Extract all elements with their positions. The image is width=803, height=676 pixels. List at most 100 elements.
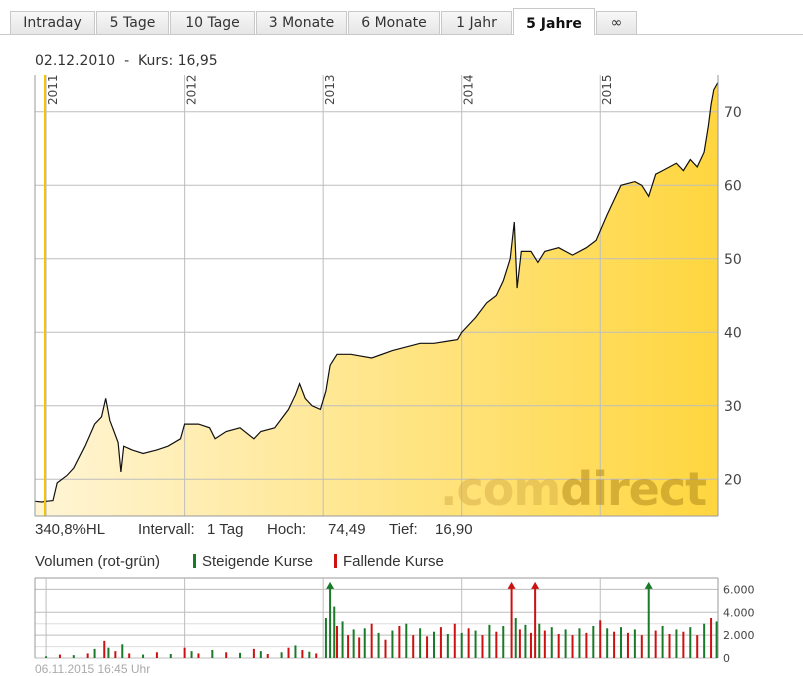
volume-bar (550, 627, 553, 658)
volume-bar (155, 652, 158, 658)
stat-low-label: Tief: (389, 521, 418, 538)
x-tick-label: 2012 (185, 74, 199, 105)
x-tick-label: 2014 (462, 74, 476, 105)
price-line (34, 82, 719, 503)
price-caption: 02.12.2010 - Kurs: 16,95 (35, 53, 218, 69)
x-tick-label: 2015 (600, 74, 614, 105)
volume-bar (715, 621, 718, 658)
volume-bar (377, 632, 380, 658)
volume-bar (453, 623, 456, 658)
volume-tick-label: 6.000 (723, 583, 755, 596)
volume-bar (358, 637, 361, 658)
price-area (35, 82, 718, 517)
volume-bar (446, 634, 449, 658)
range-tabs: Intraday 5 Tage 10 Tage 3 Monate 6 Monat… (0, 0, 803, 35)
volume-bar (93, 648, 96, 658)
volume-bar (510, 584, 513, 658)
caption-kurs-value: 16,95 (177, 53, 218, 69)
volume-bar (426, 636, 429, 658)
volume-bar (488, 624, 491, 658)
volume-bar (682, 631, 685, 658)
volume-overflow-marker (644, 581, 653, 589)
volume-bar (592, 626, 595, 658)
volume-bar (606, 628, 609, 658)
volume-bar (529, 632, 532, 658)
volume-bar (647, 584, 650, 658)
volume-bar (689, 627, 692, 658)
volume-bar (347, 635, 350, 658)
volume-bar (599, 620, 602, 658)
volume-bar (578, 628, 581, 658)
volume-bar (502, 626, 505, 658)
volume-bar (86, 653, 89, 658)
stat-low-value: 16,90 (435, 521, 473, 538)
x-tick-label: 2011 (46, 74, 60, 105)
volume-bar (239, 652, 242, 658)
volume-bar (518, 629, 521, 658)
volume-bar (564, 629, 567, 658)
volume-bar (405, 623, 408, 658)
volume-bar (460, 632, 463, 658)
volume-bar (121, 644, 124, 658)
volume-bar (45, 656, 48, 658)
volume-bar (703, 623, 706, 658)
volume-bar (225, 652, 228, 658)
volume-bar (534, 584, 537, 658)
tab-3-monate[interactable]: 3 Monate (256, 11, 347, 34)
volume-bar (259, 651, 262, 658)
volume-bar (661, 626, 664, 658)
y-tick-label: 20 (724, 472, 742, 488)
tab-10-tage[interactable]: 10 Tage (170, 11, 255, 34)
volume-bar (370, 623, 373, 658)
volume-bar (169, 654, 172, 658)
volume-bar (585, 632, 588, 658)
volume-bar (252, 648, 255, 658)
volume-tick-label: 2.000 (723, 629, 755, 642)
y-tick-label: 50 (724, 252, 742, 268)
tab-intraday[interactable]: Intraday (10, 11, 95, 34)
tabs-baseline (0, 34, 803, 35)
volume-bar (107, 647, 110, 658)
volume-bar (613, 631, 616, 658)
volume-bar (391, 630, 394, 658)
volume-bar (114, 651, 117, 658)
volume-bar (481, 635, 484, 658)
volume-bar (439, 627, 442, 658)
volume-bar (557, 634, 560, 658)
volume-bar (474, 630, 477, 658)
stat-change: 340,8%HL (35, 521, 106, 538)
tab-max[interactable]: ∞ (596, 11, 637, 34)
legend-rising-label: Steigende Kurse (202, 553, 313, 570)
tab-1-jahr[interactable]: 1 Jahr (441, 11, 512, 34)
volume-bar (103, 640, 106, 658)
tab-6-monate[interactable]: 6 Monate (348, 11, 440, 34)
footer-timestamp: 06.11.2015 16:45 Uhr (35, 662, 151, 676)
volume-bar (142, 654, 145, 658)
volume-bar (633, 629, 636, 658)
volume-bar (675, 629, 678, 658)
volume-overflow-marker (507, 581, 516, 589)
volume-bar (538, 623, 541, 658)
comdirect-watermark: .comdirect (440, 462, 706, 516)
stat-high-label: Hoch: (267, 521, 307, 538)
y-tick-label: 40 (724, 325, 742, 341)
volume-bar (640, 635, 643, 658)
volume-bar (341, 621, 344, 658)
volume-bar (333, 606, 336, 658)
volume-bar (197, 653, 200, 658)
y-tick-label: 60 (724, 178, 742, 194)
tab-5-tage[interactable]: 5 Tage (96, 11, 169, 34)
y-tick-label: 70 (724, 105, 742, 121)
volume-tick-label: 4.000 (723, 606, 755, 619)
volume-bar (58, 654, 61, 658)
tab-5-jahre[interactable]: 5 Jahre (513, 8, 595, 35)
volume-bar (324, 618, 327, 658)
volume-bar (668, 634, 671, 658)
legend-falling-label: Fallende Kurse (343, 553, 444, 570)
stat-interval-label: Intervall: (138, 521, 195, 538)
volume-bar (514, 618, 517, 658)
volume-bar (571, 635, 574, 658)
volume-bar (336, 626, 339, 658)
stat-high-value: 74,49 (328, 521, 366, 538)
